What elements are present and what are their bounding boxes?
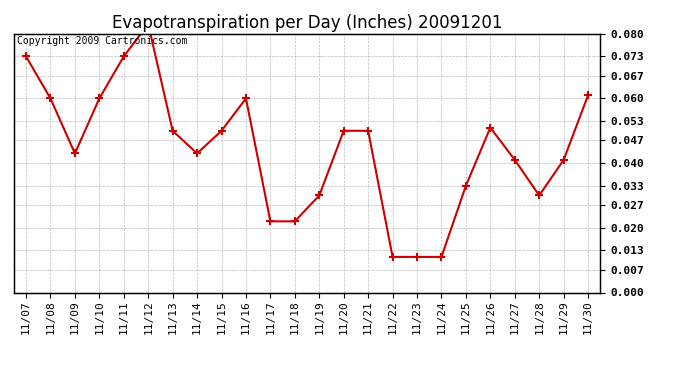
Text: Copyright 2009 Cartronics.com: Copyright 2009 Cartronics.com [17, 36, 187, 46]
Title: Evapotranspiration per Day (Inches) 20091201: Evapotranspiration per Day (Inches) 2009… [112, 14, 502, 32]
